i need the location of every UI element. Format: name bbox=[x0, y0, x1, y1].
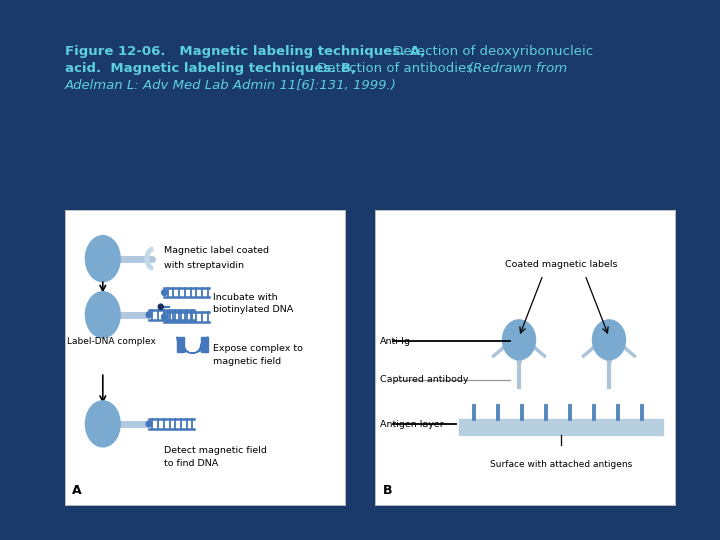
Text: Antigen layer: Antigen layer bbox=[379, 420, 444, 429]
Text: A: A bbox=[72, 484, 81, 497]
Circle shape bbox=[146, 421, 152, 427]
Bar bbox=[177, 338, 184, 352]
Ellipse shape bbox=[503, 320, 536, 360]
Text: biotinylated DNA: biotinylated DNA bbox=[213, 305, 294, 314]
Text: Label-DNA complex: Label-DNA complex bbox=[67, 337, 156, 346]
Text: acid.  Magnetic labeling techniques. B,: acid. Magnetic labeling techniques. B, bbox=[65, 62, 356, 75]
Text: Expose complex to: Expose complex to bbox=[213, 344, 303, 353]
Circle shape bbox=[161, 314, 167, 320]
Text: to find DNA: to find DNA bbox=[164, 459, 219, 468]
Ellipse shape bbox=[86, 235, 120, 282]
Text: Incubate with: Incubate with bbox=[213, 293, 278, 301]
Text: B: B bbox=[382, 484, 392, 497]
Text: Anti-Ig: Anti-Ig bbox=[379, 337, 410, 346]
Text: magnetic field: magnetic field bbox=[213, 356, 282, 366]
Text: Coated magnetic labels: Coated magnetic labels bbox=[505, 260, 617, 269]
Bar bbox=[459, 418, 663, 435]
Circle shape bbox=[161, 289, 167, 295]
Ellipse shape bbox=[86, 292, 120, 338]
Text: Detect magnetic field: Detect magnetic field bbox=[164, 446, 267, 455]
Ellipse shape bbox=[593, 320, 626, 360]
Ellipse shape bbox=[86, 401, 120, 447]
Polygon shape bbox=[177, 337, 208, 353]
Text: Magnetic label coated: Magnetic label coated bbox=[164, 246, 269, 255]
Text: Figure 12-06.   Magnetic labeling techniques. A,: Figure 12-06. Magnetic labeling techniqu… bbox=[65, 45, 426, 58]
Text: (Redrawn from: (Redrawn from bbox=[468, 62, 567, 75]
Text: Adelman L: Adv Med Lab Admin 11[6]:131, 1999.): Adelman L: Adv Med Lab Admin 11[6]:131, … bbox=[65, 79, 397, 92]
Text: Surface with attached antigens: Surface with attached antigens bbox=[490, 460, 632, 469]
Text: Detection of antibodies.: Detection of antibodies. bbox=[313, 62, 482, 75]
Text: Detection of deoxyribonucleic: Detection of deoxyribonucleic bbox=[389, 45, 593, 58]
Bar bbox=[201, 338, 208, 352]
Circle shape bbox=[158, 304, 163, 309]
Text: with streptavidin: with streptavidin bbox=[164, 261, 244, 269]
Circle shape bbox=[146, 312, 152, 318]
Text: Captured antibody: Captured antibody bbox=[379, 375, 468, 384]
